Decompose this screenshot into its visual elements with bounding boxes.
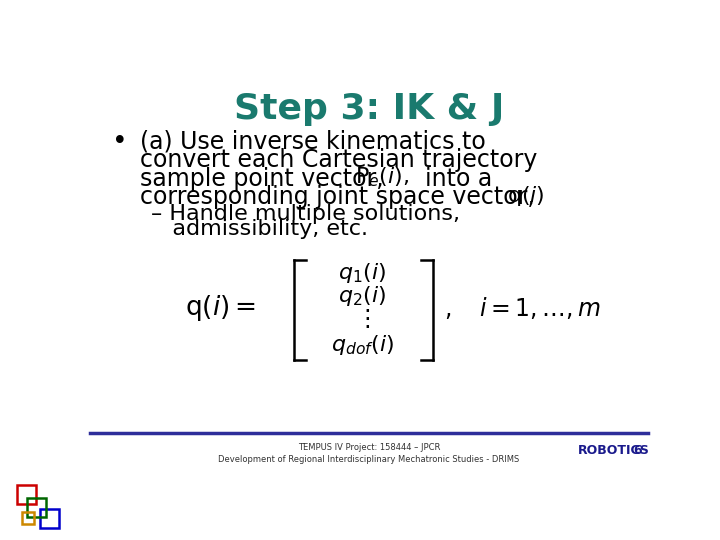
Text: $\mathrm{q}(i)$: $\mathrm{q}(i)$ bbox=[508, 184, 545, 208]
Text: into a: into a bbox=[425, 167, 492, 191]
Text: 6: 6 bbox=[634, 444, 642, 457]
Text: $,\quad i = 1, \ldots, m$: $,\quad i = 1, \ldots, m$ bbox=[444, 295, 601, 321]
Text: – Handle multiple solutions,: – Handle multiple solutions, bbox=[151, 204, 460, 224]
Bar bbox=[17, 485, 36, 503]
Text: ROBOTICS: ROBOTICS bbox=[578, 444, 650, 457]
Bar bbox=[22, 512, 35, 524]
Text: admissibility, etc.: admissibility, etc. bbox=[151, 219, 369, 239]
Text: •: • bbox=[112, 129, 128, 155]
Text: $q_{dof}(i)$: $q_{dof}(i)$ bbox=[330, 334, 394, 357]
Text: $q_1(i)$: $q_1(i)$ bbox=[338, 261, 387, 285]
Text: sample point vector,: sample point vector, bbox=[140, 167, 384, 191]
Bar bbox=[27, 498, 46, 517]
Text: $\vdots$: $\vdots$ bbox=[355, 307, 370, 331]
Text: $\mathrm{P}_e(i),$: $\mathrm{P}_e(i),$ bbox=[355, 165, 409, 189]
Text: Step 3: IK & J: Step 3: IK & J bbox=[234, 92, 504, 126]
Text: Development of Regional Interdisciplinary Mechatronic Studies - DRIMS: Development of Regional Interdisciplinar… bbox=[218, 455, 520, 464]
Text: TEMPUS IV Project: 158444 – JPCR: TEMPUS IV Project: 158444 – JPCR bbox=[298, 443, 440, 452]
Text: corresponding joint space vector,: corresponding joint space vector, bbox=[140, 185, 535, 210]
Text: $\mathrm{q}(i) =$: $\mathrm{q}(i) =$ bbox=[185, 293, 256, 323]
Bar bbox=[40, 509, 59, 528]
Text: (a) Use inverse kinematics to: (a) Use inverse kinematics to bbox=[140, 129, 486, 153]
Text: convert each Cartesian trajectory: convert each Cartesian trajectory bbox=[140, 148, 538, 172]
Text: $q_2(i)$: $q_2(i)$ bbox=[338, 284, 387, 308]
